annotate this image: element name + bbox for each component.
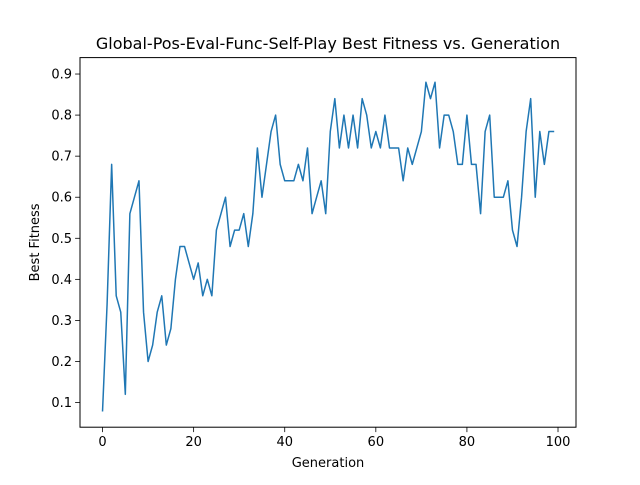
x-axis-label: Generation	[292, 456, 365, 471]
chart-title: Global-Pos-Eval-Func-Self-Play Best Fitn…	[96, 34, 560, 53]
y-tick-label: 0.8	[51, 109, 72, 124]
y-axis-label: Best Fitness	[28, 203, 43, 281]
x-tick-label: 80	[459, 435, 476, 450]
y-tick-label: 0.7	[51, 150, 72, 165]
y-tick-label: 0.3	[51, 314, 72, 329]
y-tick-label: 0.9	[51, 68, 72, 83]
x-tick-label: 100	[546, 435, 571, 450]
series-line-0	[101, 81, 555, 412]
x-tick-label: 60	[368, 435, 385, 450]
y-tick-label: 0.5	[51, 232, 72, 247]
x-axis: 0 20 40 60 80 100	[98, 427, 570, 450]
x-tick-label: 40	[276, 435, 293, 450]
y-tick-label: 0.1	[51, 396, 72, 411]
y-axis: 0.1 0.2 0.3 0.4 0.5 0.6 0.7 0.8 0.9	[51, 68, 80, 411]
y-tick-label: 0.4	[51, 273, 72, 288]
plot-frame	[79, 57, 577, 428]
x-tick-label: 0	[98, 435, 106, 450]
plot-layer	[101, 81, 555, 412]
y-tick-label: 0.6	[51, 191, 72, 206]
y-tick-label: 0.2	[51, 355, 72, 370]
x-tick-label: 20	[185, 435, 202, 450]
